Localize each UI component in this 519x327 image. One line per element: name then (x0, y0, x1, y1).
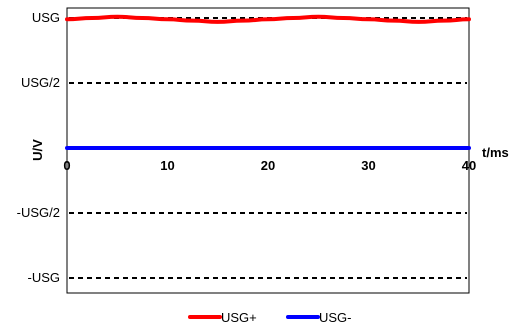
legend-label-USG+: USG+ (221, 310, 257, 325)
plot-area-frame (66, 7, 470, 294)
y-tick-labels: USG USG/2 -USG/2 -USG (17, 10, 60, 285)
x-tick-label-0: 0 (63, 158, 70, 173)
y-axis-title: U/V (30, 139, 45, 161)
y-tick-label-3: -USG (28, 270, 61, 285)
y-tick-label-0: USG (32, 10, 60, 25)
x-tick-label-4: 40 (462, 158, 476, 173)
y-tick-label-2: -USG/2 (17, 205, 60, 220)
legend: USG+ USG- (188, 310, 352, 325)
x-axis-title: t/ms (482, 145, 509, 160)
x-tick-label-3: 30 (361, 158, 375, 173)
y-tick-label-1: USG/2 (21, 75, 60, 90)
x-tick-labels: 0 10 20 30 40 (63, 158, 476, 173)
x-tick-label-1: 10 (160, 158, 174, 173)
series-line-USG+ (65, 14, 471, 24)
series-group (65, 14, 471, 151)
legend-label-USG-: USG- (319, 310, 352, 325)
x-tick-label-2: 20 (261, 158, 275, 173)
